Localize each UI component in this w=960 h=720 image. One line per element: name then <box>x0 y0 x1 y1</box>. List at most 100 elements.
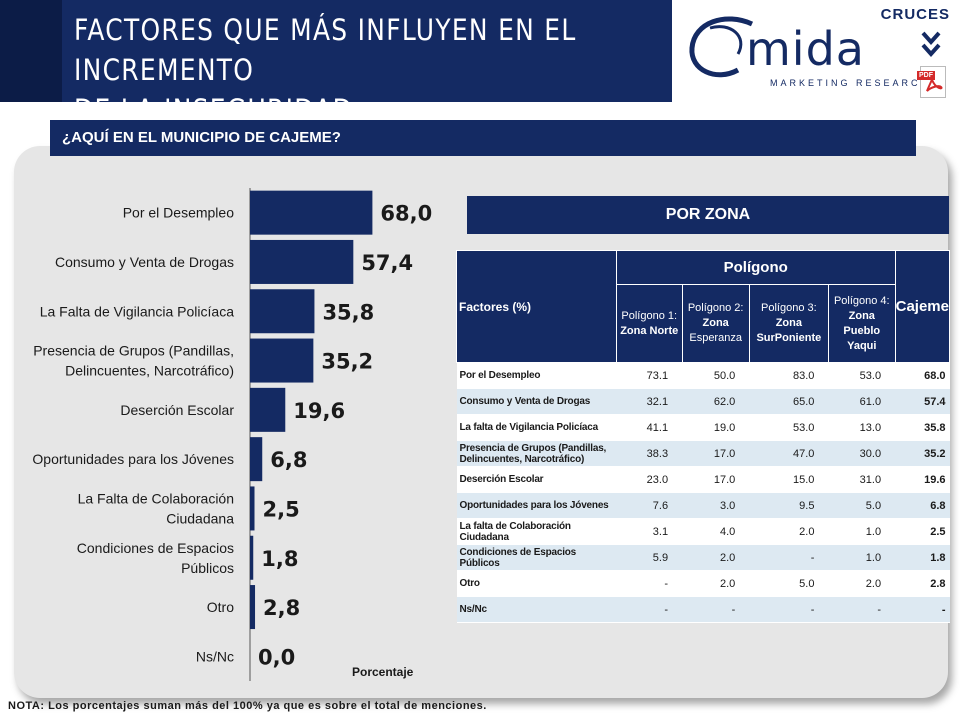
zone-value-cell: 7.6 <box>616 492 683 519</box>
page-title: FACTORES QUE MÁS INFLUYEN EN EL INCREMEN… <box>74 10 599 130</box>
cajeme-total-cell: 35.2 <box>895 440 950 467</box>
page-title-line-1: FACTORES QUE MÁS INFLUYEN EN EL INCREMEN… <box>74 13 577 87</box>
header-zone-text: Zona Pueblo Yaqui <box>843 309 881 352</box>
zone-section-title: POR ZONA <box>467 196 949 234</box>
category-label: Consumo y Venta de Drogas <box>55 254 234 270</box>
zone-value-cell: - <box>749 544 829 571</box>
double-chevron-down-icon[interactable] <box>920 30 942 60</box>
table-row: La falta de Colaboración Ciudadana 3.1 4.0… <box>456 518 950 545</box>
zone-value-cell: 5.0 <box>828 492 896 519</box>
zone-value-cell: 3.0 <box>682 492 750 519</box>
category-label: Condiciones de Espacios <box>77 540 234 556</box>
logo-wordmark: mida <box>746 22 865 76</box>
pdf-icon[interactable]: PDF <box>917 66 946 98</box>
zone-value-cell: 5.0 <box>749 570 829 597</box>
header-zone-3: Polígono 3: Zona SurPoniente <box>748 284 829 363</box>
footnote: NOTA: Los porcentajes suman más del 100%… <box>8 700 487 712</box>
zone-value-cell: - <box>828 596 896 623</box>
table-row: Condiciones de Espacios Públicos 5.9 2.0-1… <box>456 544 950 571</box>
factor-cell: Condiciones de Espacios Públicos <box>456 544 617 571</box>
category-label: Oportunidades para los Jóvenes <box>32 451 234 467</box>
factor-cell: Consumo y Venta de Drogas <box>456 388 617 415</box>
bar-5 <box>250 387 286 432</box>
category-label: La Falta de Vigilancia Policíaca <box>40 303 235 319</box>
bar-6 <box>250 437 263 482</box>
header-zone-text: Polígono 4: <box>833 294 890 307</box>
zone-value-cell: 19.0 <box>682 414 750 441</box>
zone-value-cell: 3.1 <box>616 518 683 545</box>
table-row: Otro -2.0 5.0 2.0 2.8 <box>456 570 950 597</box>
cajeme-total-cell: 1.8 <box>895 544 950 571</box>
bar-value-label: 35,2 <box>321 350 373 374</box>
bar-1 <box>250 190 373 235</box>
company-logo: mida MARKETING RESEARCH CRUCES PDF <box>672 0 960 102</box>
cajeme-total-cell: 6.8 <box>895 492 950 519</box>
zone-value-cell: - <box>616 596 683 623</box>
table-row: Oportunidades para los Jóvenes 7.6 3.0 9.5 5… <box>456 492 950 519</box>
table-row: Por el Desempleo 73.1 50.0 83.0 53.0 68.0 <box>456 362 950 389</box>
bar-value-label: 35,8 <box>322 300 374 324</box>
header-zone-text: Zona SurPoniente <box>756 317 822 344</box>
zone-value-cell: 2.0 <box>828 570 896 597</box>
bar-4 <box>250 338 314 383</box>
header-zone-text: Polígono 2: <box>687 302 744 314</box>
zone-value-cell: 31.0 <box>828 466 896 493</box>
zone-value-cell: 2.0 <box>749 518 829 545</box>
zone-value-cell: 9.5 <box>749 492 829 519</box>
header-cajeme: Cajeme <box>894 250 951 363</box>
zone-value-cell: 53.0 <box>828 362 896 389</box>
cajeme-total-cell: 68.0 <box>895 362 950 389</box>
header-factor: Factores (%) <box>456 250 617 363</box>
header-poligono: Polígono <box>615 250 896 285</box>
category-label: Delincuentes, Narcotráfico) <box>65 363 234 379</box>
zone-value-cell: 17.0 <box>682 440 750 467</box>
bar-value-label: 2,8 <box>263 596 300 620</box>
zone-value-cell: 2.0 <box>682 544 750 571</box>
horizontal-bar-chart: 68,0 Por el Desempleo 57,4 Consumo y Venta … <box>32 188 432 681</box>
factor-cell: Deserción Escolar <box>456 466 617 493</box>
bar-value-label: 1,8 <box>261 547 298 571</box>
table-row: Deserción Escolar 23.0 17.0 15.0 31.0 19.6 <box>456 466 950 493</box>
factor-cell: Por el Desempleo <box>456 362 617 389</box>
zone-value-cell: 1.0 <box>828 544 896 571</box>
zone-value-cell: 38.3 <box>616 440 683 467</box>
header-accent-strip <box>0 0 62 102</box>
zone-value-cell: 1.0 <box>828 518 896 545</box>
cajeme-total-cell: 35.8 <box>895 414 950 441</box>
zone-value-cell: 65.0 <box>749 388 829 415</box>
cajeme-total-cell: 2.8 <box>895 570 950 597</box>
cajeme-total-cell: - <box>895 596 950 623</box>
zone-value-cell: 32.1 <box>616 388 683 415</box>
zone-table: Factores (%) Polígono Cajeme Polígono 1:… <box>456 250 951 623</box>
zone-value-cell: 53.0 <box>749 414 829 441</box>
category-label: Ns/Nc <box>196 648 234 664</box>
zone-value-cell: 62.0 <box>682 388 750 415</box>
zone-value-cell: 4.0 <box>682 518 750 545</box>
header-zone-4: Polígono 4: Zona Pueblo Yaqui <box>827 284 896 363</box>
category-label: Deserción Escolar <box>120 402 234 418</box>
zone-value-cell: 50.0 <box>682 362 750 389</box>
zone-value-cell: 17.0 <box>682 466 750 493</box>
header-zone-2: Polígono 2: Zona Esperanza <box>681 284 750 363</box>
bar-9 <box>250 585 256 630</box>
zone-value-cell: - <box>682 596 750 623</box>
bar-value-label: 57,4 <box>361 251 413 275</box>
header-zone-1: Polígono 1: Zona Norte <box>615 284 683 363</box>
bar-8 <box>250 535 254 580</box>
zone-value-cell: 41.1 <box>616 414 683 441</box>
zone-value-cell: 23.0 <box>616 466 683 493</box>
factor-cell: Otro <box>456 570 617 597</box>
table-row: La falta de Vigilancia Policíaca 41.1 19.0… <box>456 414 950 441</box>
zone-value-cell: 73.1 <box>616 362 683 389</box>
category-label: Por el Desempleo <box>123 205 234 221</box>
factor-cell: Oportunidades para los Jóvenes <box>456 492 617 519</box>
zone-value-cell: 13.0 <box>828 414 896 441</box>
zone-value-cell: 61.0 <box>828 388 896 415</box>
table-row: Consumo y Venta de Drogas 32.1 62.0 65.0 61.… <box>456 388 950 415</box>
x-axis-title: Porcentaje <box>352 665 414 679</box>
factor-cell: La falta de Vigilancia Policíaca <box>456 414 617 441</box>
zone-value-cell: 83.0 <box>749 362 829 389</box>
header-zone-text: Zona Norte <box>620 324 679 337</box>
header-zone-text: Esperanza <box>689 332 742 344</box>
factor-cell: La falta de Colaboración Ciudadana <box>456 518 617 545</box>
